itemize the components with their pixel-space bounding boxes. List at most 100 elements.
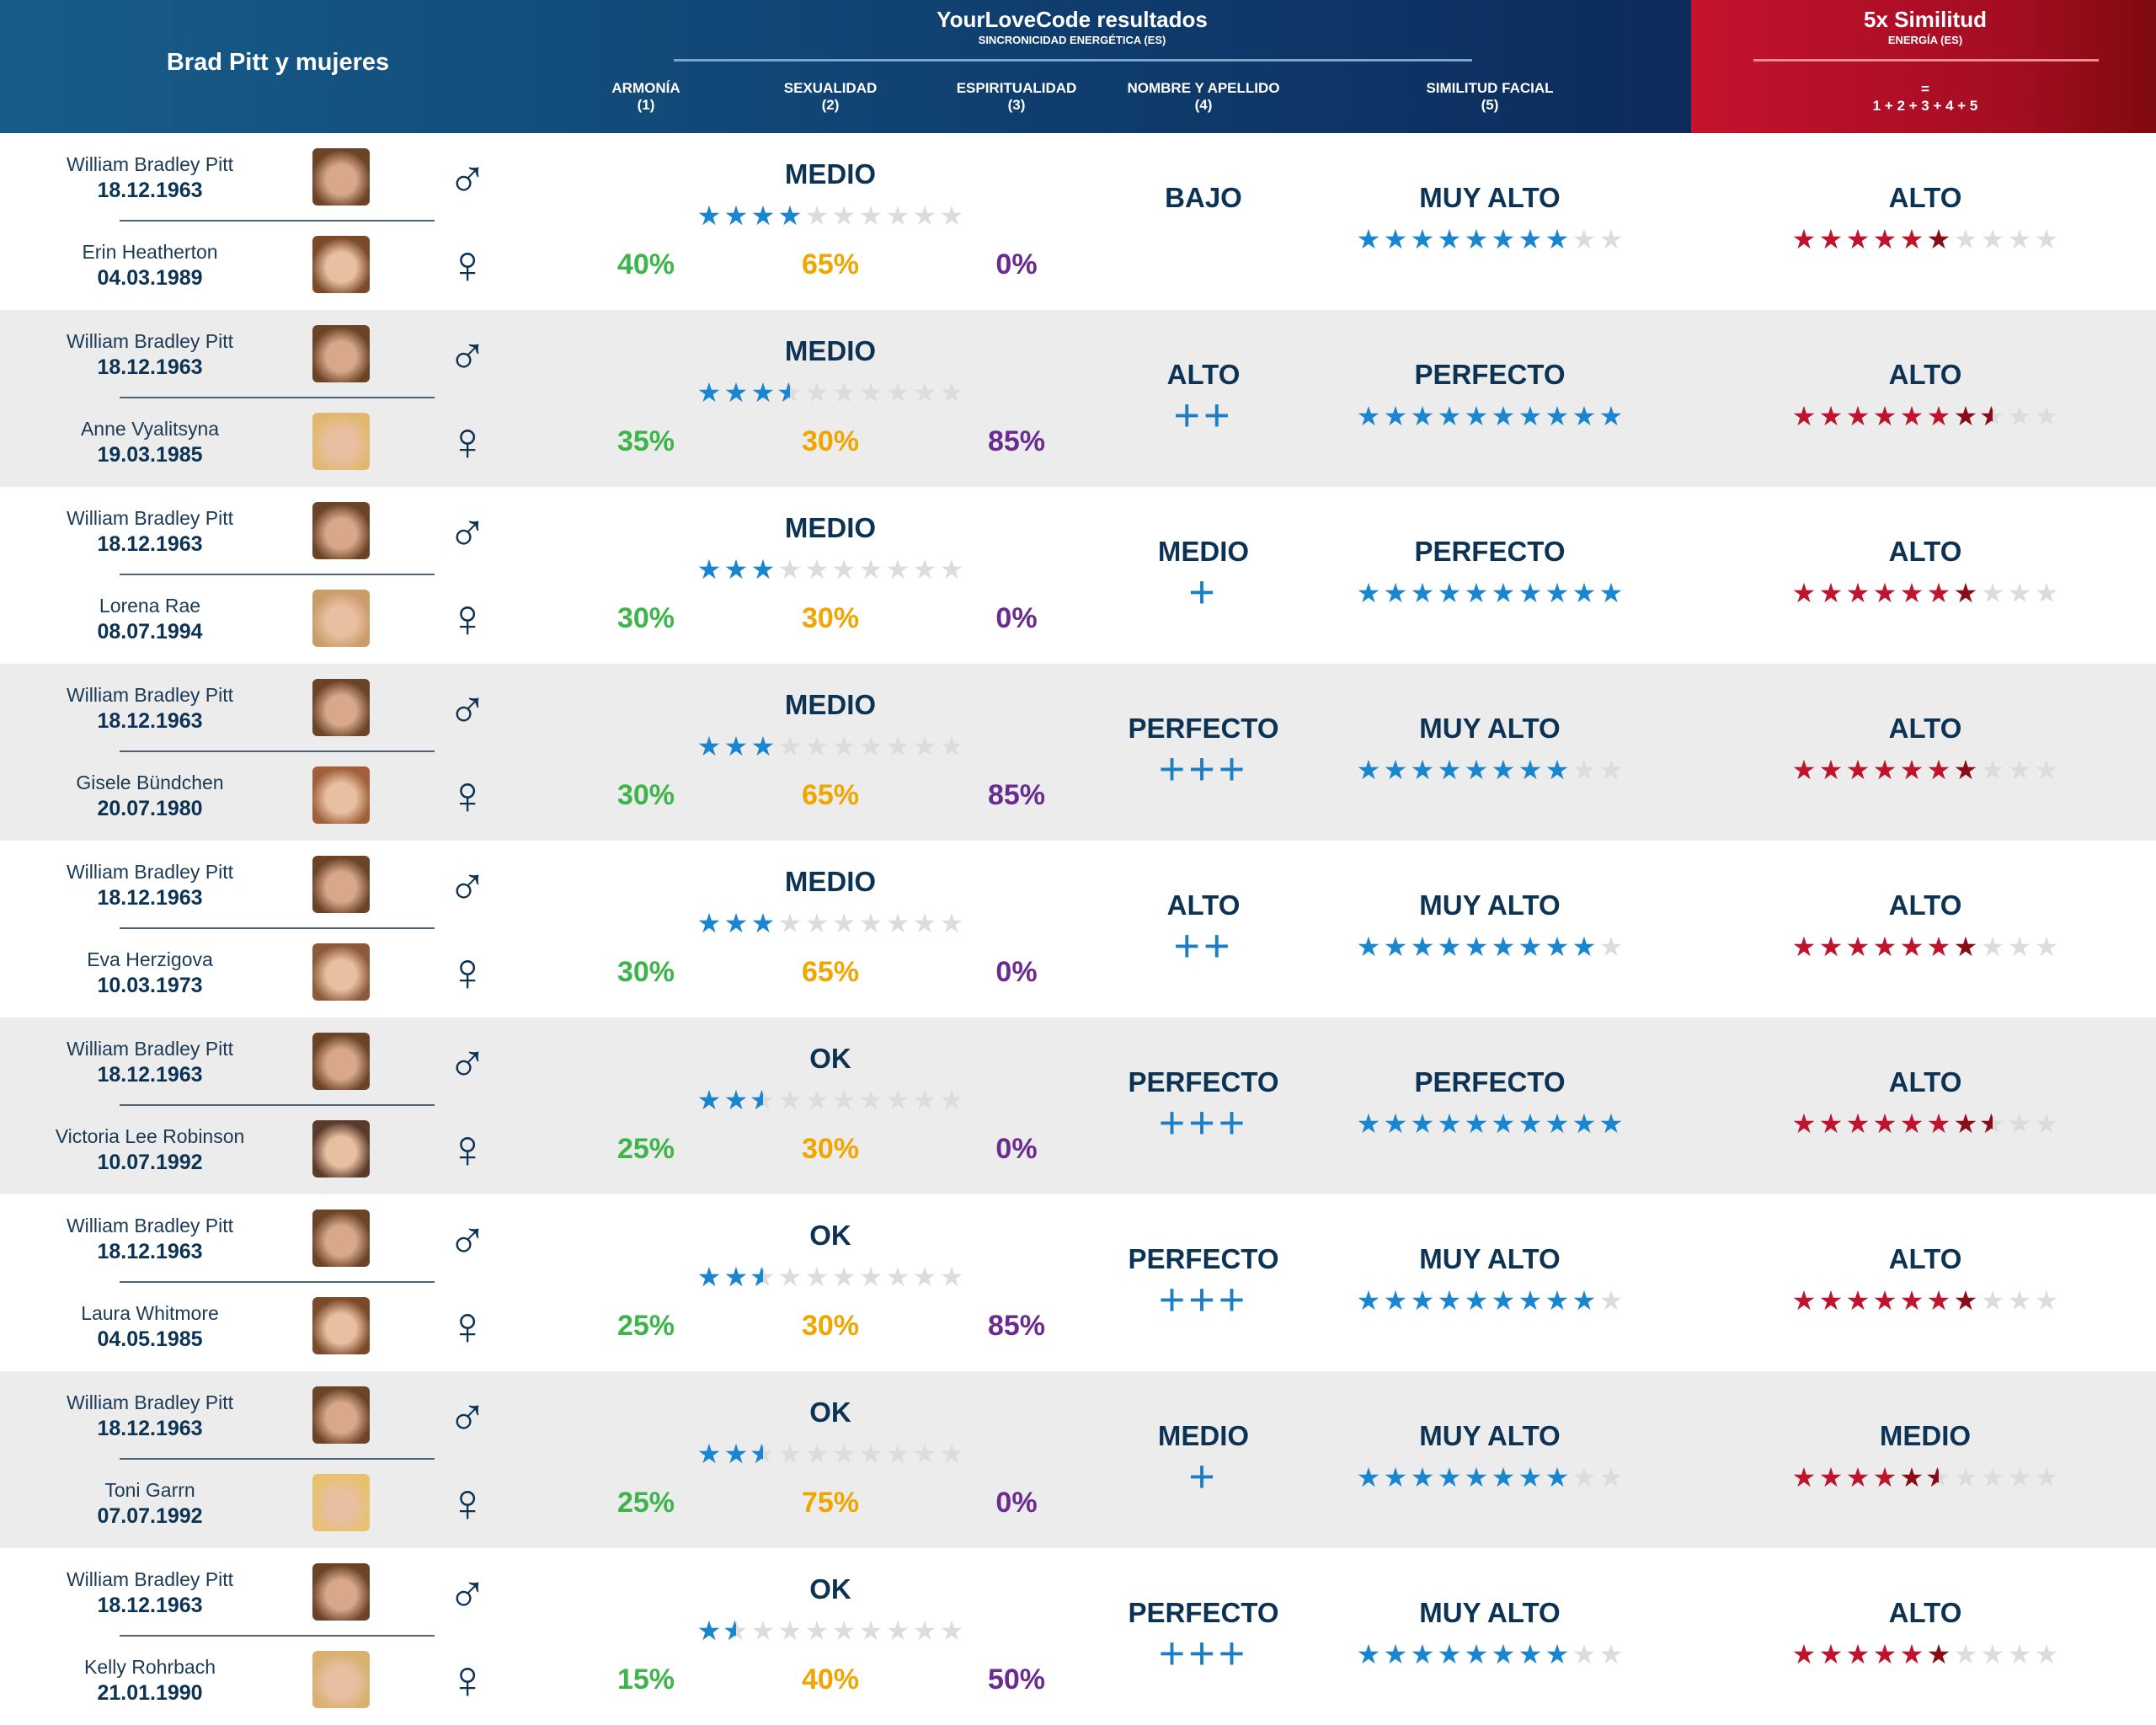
person1-name: William Bradley Pitt: [66, 1038, 234, 1060]
female-icon: ♀: [447, 1295, 488, 1356]
star-icon: ★★: [1545, 932, 1570, 962]
star-icon: ★★: [1872, 224, 1897, 254]
star-icon: ★★: [1572, 1285, 1597, 1316]
harmonia-value: 15%: [616, 1664, 675, 1696]
star-icon: ★★: [1598, 1639, 1624, 1669]
star-icon: ★★: [1598, 1462, 1624, 1493]
star-icon: ★★: [1899, 932, 1924, 962]
star-icon: ★★: [1926, 932, 1951, 962]
column-header: ESPIRITUALIDAD (3): [957, 80, 1077, 114]
sexualidad-stars: ★★★★★★★★★★★★★★★★★★★★: [696, 733, 965, 760]
espiritualidad-value: 50%: [987, 1664, 1046, 1696]
sexualidad-value: 30%: [801, 602, 860, 634]
star-icon: ★★: [776, 377, 803, 408]
star-icon: ★★: [1437, 1639, 1462, 1669]
star-icon: ★★: [804, 731, 830, 761]
person2-name: Kelly Rohrbach: [84, 1656, 216, 1678]
star-icon: ★★: [750, 1085, 776, 1115]
nombre-label: PERFECTO: [1128, 1066, 1279, 1097]
column-label: SIMILITUD FACIAL: [1426, 80, 1554, 96]
page-title: Brad Pitt y mujeres: [166, 49, 390, 76]
person2-name: Laura Whitmore: [81, 1302, 219, 1324]
star-icon: ★★: [831, 731, 857, 761]
star-icon: ★★: [723, 731, 749, 761]
total-label: MEDIO: [1879, 1420, 1972, 1451]
star-icon: ★★: [777, 1085, 803, 1115]
header-divider: [674, 59, 1472, 61]
star-icon: ★★: [2034, 1285, 2059, 1316]
star-icon: ★★: [912, 554, 937, 585]
column-header: SEXUALIDAD (2): [784, 80, 878, 114]
star-icon: ★★: [1845, 1462, 1870, 1493]
nombre-plus-rating: +++: [1158, 744, 1249, 794]
star-icon: ★★: [1926, 578, 1951, 608]
male-icon: ♂: [447, 1031, 488, 1092]
nombre-label: ALTO: [1166, 889, 1241, 921]
nombre-plus-rating: ++: [1173, 921, 1234, 971]
star-icon: ★★: [885, 1085, 910, 1115]
star-icon: ★★: [696, 1085, 722, 1115]
star-icon: ★★: [885, 1262, 910, 1292]
male-icon: ♂: [447, 677, 488, 738]
star-icon: ★★: [1979, 401, 2005, 431]
total-label: ALTO: [1888, 359, 1962, 390]
star-icon: ★★: [1872, 1639, 1897, 1669]
star-icon: ★★: [1518, 932, 1543, 962]
avatar-photo: [312, 1563, 370, 1621]
star-icon: ★★: [1518, 224, 1543, 254]
star-icon: ★★: [777, 731, 803, 761]
person1-name: William Bradley Pitt: [66, 330, 234, 352]
sexualidad-label: MEDIO: [784, 866, 877, 897]
avatar-photo: [312, 502, 370, 559]
female-icon: ♀: [447, 588, 488, 649]
star-icon: ★★: [1518, 1462, 1543, 1493]
facial-label: MUY ALTO: [1419, 1243, 1561, 1274]
star-icon: ★★: [912, 1616, 937, 1646]
person1-name: William Bradley Pitt: [66, 861, 234, 883]
facial-stars: ★★★★★★★★★★★★★★★★★★★★: [1355, 756, 1625, 783]
star-icon: ★★: [1845, 401, 1870, 431]
star-icon: ★★: [1598, 1285, 1624, 1316]
star-icon: ★★: [1899, 578, 1924, 608]
star-icon: ★★: [1791, 401, 1817, 431]
star-icon: ★★: [1572, 224, 1597, 254]
star-icon: ★★: [1545, 1639, 1570, 1669]
total-stars: ★★★★★★★★★★★★★★★★★★★★: [1790, 1287, 2060, 1314]
star-icon: ★★: [1845, 755, 1870, 785]
column-header: ARMONÍA (1): [611, 80, 680, 114]
sexualidad-stars: ★★★★★★★★★★★★★★★★★★★★: [696, 910, 965, 937]
star-icon: ★★: [1980, 755, 2005, 785]
facial-stars: ★★★★★★★★★★★★★★★★★★★★: [1355, 1641, 1625, 1668]
star-icon: ★★: [1491, 1639, 1516, 1669]
column-number: (5): [1481, 97, 1499, 113]
nombre-label: PERFECTO: [1128, 713, 1279, 744]
star-icon: ★★: [1572, 932, 1597, 962]
sexualidad-value: 65%: [801, 779, 860, 811]
star-icon: ★★: [1872, 755, 1897, 785]
star-icon: ★★: [1572, 1108, 1597, 1139]
star-icon: ★★: [1953, 932, 1978, 962]
star-icon: ★★: [696, 200, 722, 231]
star-icon: ★★: [696, 908, 722, 938]
star-icon: ★★: [1410, 401, 1435, 431]
person2-name: Eva Herzigova: [87, 948, 213, 970]
star-icon: ★★: [1953, 224, 1978, 254]
avatar-photo: [312, 679, 370, 736]
star-icon: ★★: [723, 1262, 749, 1292]
person2-birthdate: 21.01.1990: [97, 1681, 203, 1705]
star-icon: ★★: [750, 554, 776, 585]
star-icon: ★★: [2007, 1285, 2032, 1316]
sexualidad-stars: ★★★★★★★★★★★★★★★★★★★★: [696, 202, 965, 229]
facial-stars: ★★★★★★★★★★★★★★★★★★★★: [1355, 1464, 1625, 1491]
star-icon: ★★: [1491, 224, 1516, 254]
person1-birthdate: 18.12.1963: [97, 1417, 203, 1440]
male-icon: ♂: [447, 854, 488, 915]
star-icon: ★★: [1491, 1462, 1516, 1493]
sexualidad-stars: ★★★★★★★★★★★★★★★★★★★★: [696, 556, 965, 583]
star-icon: ★★: [885, 1439, 910, 1469]
star-icon: ★★: [1980, 224, 2005, 254]
star-icon: ★★: [912, 1085, 937, 1115]
star-icon: ★★: [885, 377, 910, 408]
male-icon: ♂: [447, 1208, 488, 1268]
star-icon: ★★: [1980, 1285, 2005, 1316]
